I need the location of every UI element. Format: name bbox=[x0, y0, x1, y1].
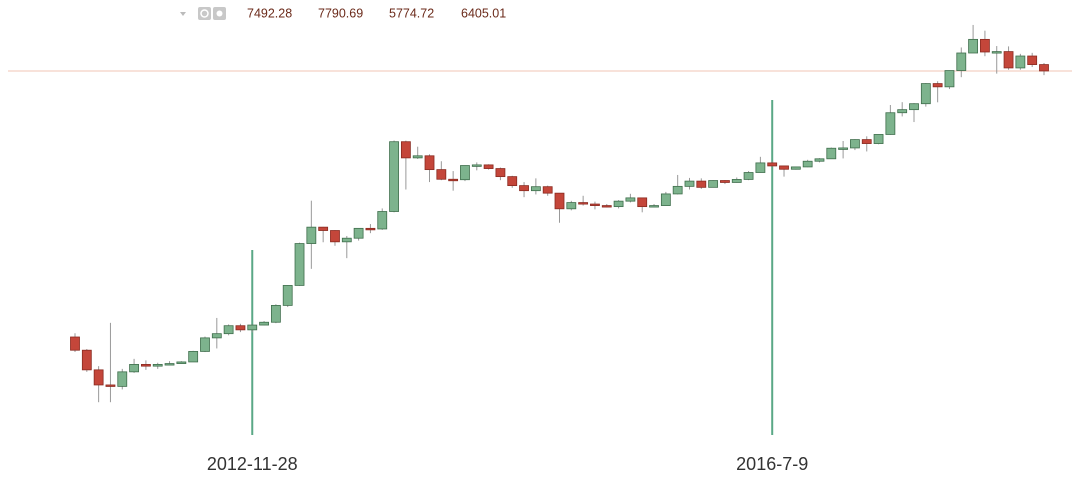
candle-body bbox=[731, 179, 742, 183]
candle-body bbox=[152, 364, 163, 367]
candle-body bbox=[696, 180, 707, 188]
candle-body bbox=[660, 193, 671, 206]
candle-body bbox=[81, 349, 92, 371]
candle-body bbox=[980, 38, 990, 53]
candle-body bbox=[436, 169, 447, 180]
candle-body bbox=[129, 364, 139, 373]
candle-body bbox=[176, 361, 187, 364]
candle-body bbox=[790, 166, 801, 170]
candle-body bbox=[802, 160, 813, 168]
candle-body bbox=[1015, 55, 1026, 69]
candle-body bbox=[259, 321, 269, 326]
candle-body bbox=[448, 178, 459, 182]
candle-body bbox=[318, 226, 329, 231]
candle-body bbox=[330, 230, 340, 243]
candle-body bbox=[1003, 51, 1014, 69]
candle-body bbox=[200, 337, 210, 352]
candle-body bbox=[306, 226, 317, 244]
candle-body bbox=[164, 363, 175, 366]
candle-body bbox=[684, 180, 695, 187]
candle-body bbox=[944, 70, 955, 88]
candle-body bbox=[211, 333, 222, 339]
candle-body bbox=[720, 180, 730, 183]
candle-body bbox=[743, 172, 754, 180]
candle-body bbox=[672, 185, 683, 195]
candle-body bbox=[861, 139, 872, 144]
candle-body bbox=[897, 109, 908, 114]
candle-body bbox=[294, 243, 305, 286]
candle-body bbox=[590, 203, 600, 206]
candle-body bbox=[141, 364, 151, 367]
candle-body bbox=[826, 147, 837, 160]
candle-body bbox=[850, 139, 860, 149]
dropdown-arrow[interactable] bbox=[180, 12, 186, 16]
candle-body bbox=[542, 186, 553, 194]
candle-body bbox=[377, 211, 388, 230]
candle-body bbox=[389, 141, 399, 212]
candle-body bbox=[932, 83, 943, 88]
candle-body bbox=[625, 197, 636, 202]
candle-body bbox=[708, 180, 719, 188]
high-value: 7790.69 bbox=[318, 6, 363, 20]
candle-body bbox=[471, 164, 482, 167]
candle-body bbox=[873, 134, 884, 144]
candle-body bbox=[365, 227, 376, 231]
candle-body bbox=[223, 325, 234, 335]
candle-body bbox=[968, 38, 978, 54]
candle-body bbox=[270, 305, 281, 323]
candle-body bbox=[814, 158, 825, 162]
candle-body bbox=[412, 155, 423, 159]
candle-body bbox=[282, 285, 293, 306]
candle-body bbox=[483, 164, 494, 169]
candle-body bbox=[909, 103, 919, 111]
candle-body bbox=[188, 351, 199, 363]
candle-body bbox=[507, 176, 518, 187]
candle-body bbox=[956, 52, 967, 71]
candle-body bbox=[755, 162, 766, 173]
candle-body bbox=[530, 186, 541, 192]
candle-body bbox=[649, 205, 659, 208]
candle-body bbox=[601, 205, 612, 208]
candle-body bbox=[554, 192, 565, 210]
candle-body bbox=[920, 83, 931, 105]
candle-body bbox=[991, 51, 1002, 54]
candle-body bbox=[637, 197, 648, 208]
candle-body bbox=[70, 336, 80, 351]
low-value: 5774.72 bbox=[389, 6, 434, 20]
candle-body bbox=[400, 141, 411, 159]
candle-body bbox=[519, 185, 529, 192]
settings-icon[interactable] bbox=[198, 7, 211, 20]
candle-body bbox=[424, 155, 435, 171]
candle-body bbox=[1039, 64, 1049, 72]
gear-icon-glyph bbox=[216, 10, 223, 17]
candle-body bbox=[460, 165, 470, 181]
open-value: 7492.28 bbox=[247, 6, 292, 20]
candle-body bbox=[779, 165, 789, 170]
candle-body bbox=[235, 325, 246, 331]
candle-body bbox=[495, 168, 506, 178]
candle-body bbox=[885, 112, 896, 135]
candle-body bbox=[341, 237, 352, 243]
candle-body bbox=[613, 200, 624, 208]
candle-body bbox=[93, 369, 104, 386]
candle-body bbox=[353, 227, 364, 239]
candle-body bbox=[105, 384, 116, 387]
candle-body bbox=[578, 202, 589, 205]
candle-body bbox=[117, 371, 128, 387]
candle-body bbox=[1027, 55, 1038, 65]
candle-body bbox=[247, 324, 258, 331]
candle-body bbox=[566, 202, 577, 210]
settings-icon-glyph bbox=[200, 9, 209, 18]
candle-body bbox=[838, 147, 849, 150]
x-label: 2012-11-28 bbox=[207, 454, 298, 474]
x-label: 2016-7-9 bbox=[736, 454, 808, 474]
close-value: 6405.01 bbox=[461, 6, 506, 20]
candle-body bbox=[767, 162, 778, 167]
